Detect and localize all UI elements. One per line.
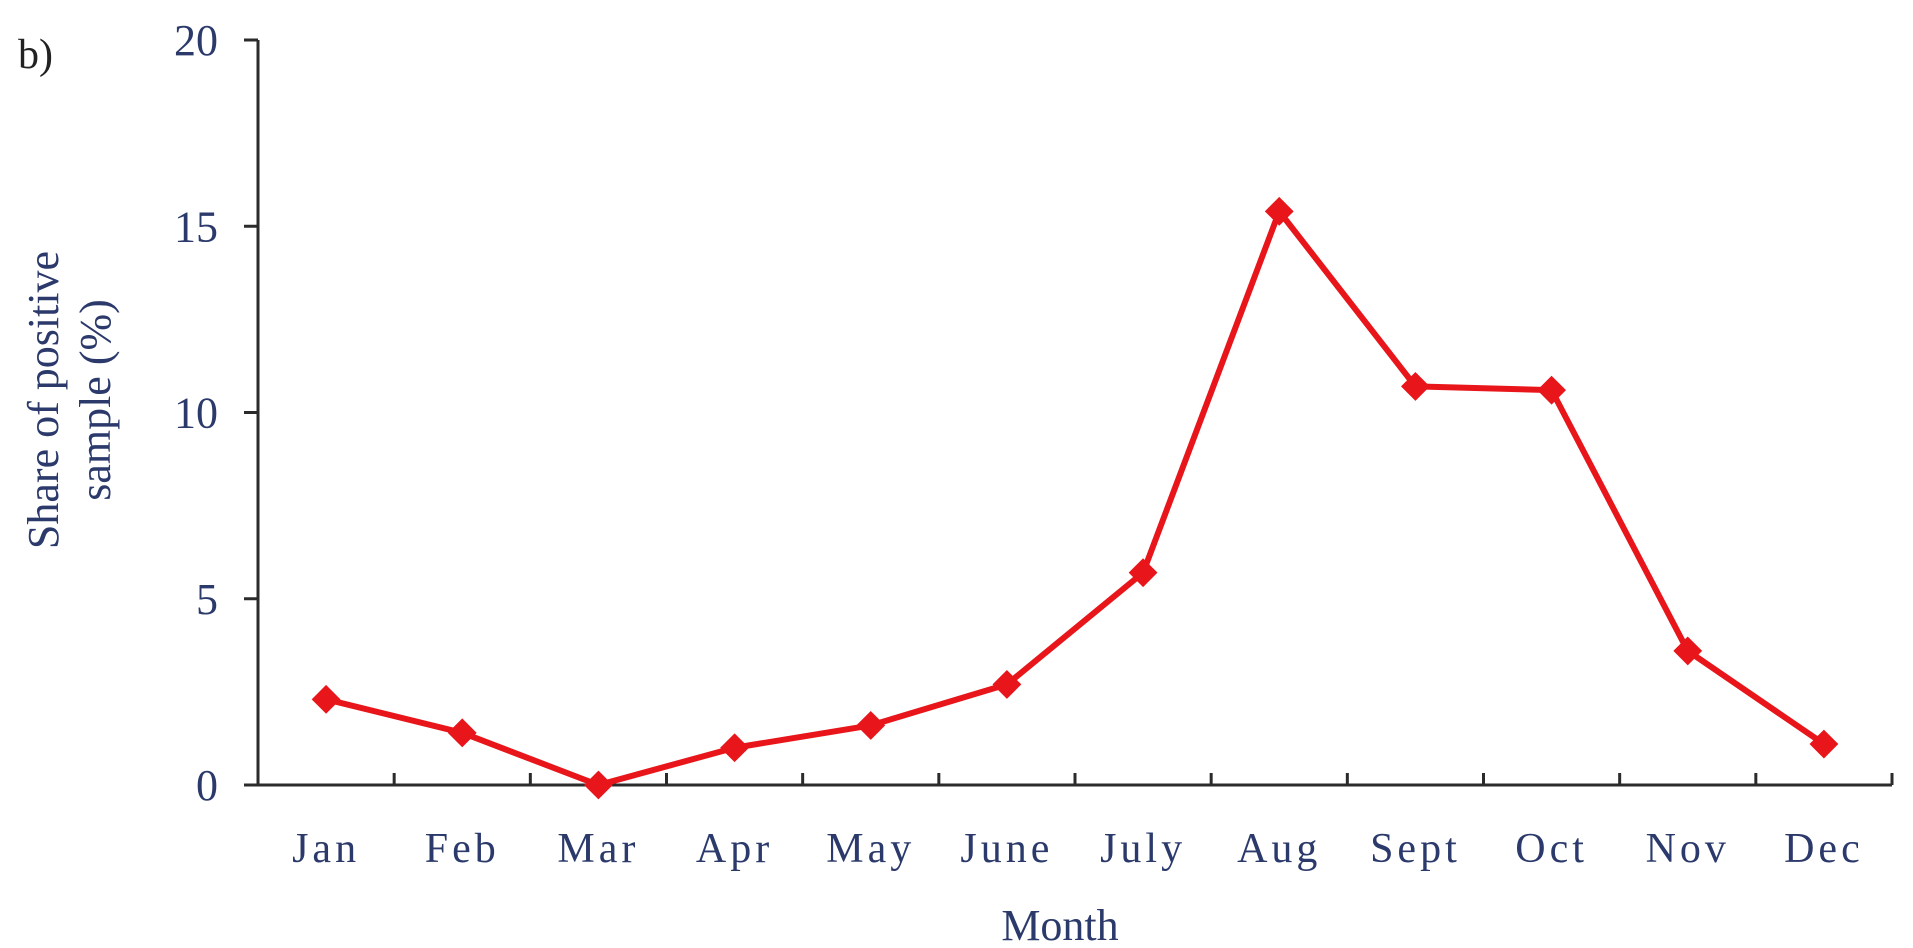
panel-label: b) <box>18 32 53 78</box>
data-point-marker <box>1673 636 1703 666</box>
x-tick-label: Mar <box>557 826 639 872</box>
x-tick-label: Oct <box>1515 826 1588 872</box>
data-point-marker <box>584 770 613 800</box>
x-tick-label: Feb <box>425 826 500 872</box>
x-tick-label: Apr <box>696 826 773 872</box>
x-tick-label: May <box>826 826 915 872</box>
x-axis-ticks: Jan Feb Mar Apr May June July Aug Sept Oct Nov Dec <box>292 773 1894 872</box>
data-point-marker <box>447 718 477 748</box>
y-tick-label: 0 <box>196 761 218 810</box>
data-point-marker <box>856 710 886 740</box>
y-axis-title-line-2: sample (%) <box>71 299 120 501</box>
y-axis-title-line-1: Share of positive <box>19 251 68 549</box>
data-point-marker <box>1128 558 1158 588</box>
data-point-marker <box>720 733 749 763</box>
x-tick-label: Aug <box>1237 826 1321 872</box>
y-axis-ticks: 0 5 10 15 20 <box>174 16 258 810</box>
x-tick-label: Dec <box>1784 826 1864 872</box>
y-axis-title: Share of positive sample (%) <box>19 251 120 549</box>
y-tick-label: 5 <box>196 575 218 624</box>
x-tick-label: July <box>1100 826 1186 872</box>
data-point-marker <box>1809 729 1839 759</box>
series-layer <box>311 196 1839 800</box>
x-tick-label: June <box>960 826 1053 872</box>
x-axis-title: Month <box>1001 901 1118 948</box>
data-point-marker <box>1264 196 1294 226</box>
y-tick-label: 10 <box>174 389 218 438</box>
x-tick-label: Nov <box>1646 826 1730 872</box>
data-point-marker <box>1537 375 1566 405</box>
data-point-marker <box>992 670 1022 699</box>
x-tick-label: Jan <box>292 826 360 872</box>
y-tick-label: 15 <box>174 202 218 251</box>
y-tick-label: 20 <box>174 16 218 65</box>
data-point-marker <box>311 684 341 714</box>
x-tick-label: Sept <box>1370 826 1461 872</box>
series-line <box>325 208 1826 788</box>
data-point-marker <box>1401 372 1430 401</box>
